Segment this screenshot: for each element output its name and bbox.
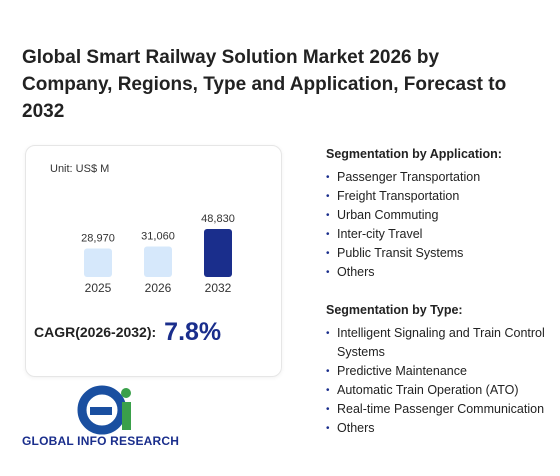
segment-item: Automatic Train Operation (ATO) — [326, 381, 546, 400]
cagr-label: CAGR(2026-2032): — [34, 324, 157, 340]
bar — [84, 248, 112, 277]
value-label: 28,970 — [81, 232, 115, 244]
segment-item: Predictive Maintenance — [326, 362, 546, 381]
segment-item: Urban Commuting — [326, 206, 546, 225]
segment-item: Freight Transportation — [326, 187, 546, 206]
segment-list: Intelligent Signaling and Train Control … — [326, 324, 546, 438]
segment: Segmentation by Application: Passenger T… — [326, 147, 546, 282]
segment-item: Real-time Passenger Communication — [326, 400, 546, 419]
segment-item: Others — [326, 419, 546, 438]
bar — [144, 246, 172, 277]
logo-g-bar — [90, 407, 112, 415]
logo-graphic — [77, 385, 131, 435]
logo-i-dot — [121, 388, 131, 398]
segment-list: Passenger TransportationFreight Transpor… — [326, 168, 546, 282]
value-label: 48,830 — [201, 213, 235, 225]
chart-card: Unit: US$ M 28,970 2025 31,060 2026 48,830 20… — [25, 145, 282, 377]
logo-text: GLOBAL INFO RESEARCH — [22, 434, 180, 448]
cagr-value: 7.8% — [164, 318, 222, 346]
segment-item: Intelligent Signaling and Train Control … — [326, 324, 546, 362]
logo-i — [122, 402, 131, 430]
segment-heading: Segmentation by Application: — [326, 147, 502, 161]
segment-heading: Segmentation by Type: — [326, 303, 463, 317]
x-tick-label: 2032 — [205, 281, 232, 295]
segment-item: Inter-city Travel — [326, 225, 546, 244]
chart-subtitle: Unit: US$ M — [50, 163, 109, 175]
title: Global Smart Railway Solution Market 202… — [22, 47, 507, 122]
bar — [204, 229, 232, 277]
segment-item: Public Transit Systems — [326, 244, 546, 263]
value-label: 31,060 — [141, 230, 175, 242]
segment: Segmentation by Type: Intelligent Signal… — [326, 303, 546, 438]
x-tick-label: 2025 — [85, 281, 112, 295]
cagr: CAGR(2026-2032): 7.8% — [34, 318, 274, 347]
x-tick-label: 2026 — [145, 281, 172, 295]
chart: Unit: US$ M 28,970 2025 31,060 2026 48,830 20… — [50, 163, 235, 295]
segment-item: Others — [326, 263, 546, 282]
segment-item: Passenger Transportation — [326, 168, 546, 187]
